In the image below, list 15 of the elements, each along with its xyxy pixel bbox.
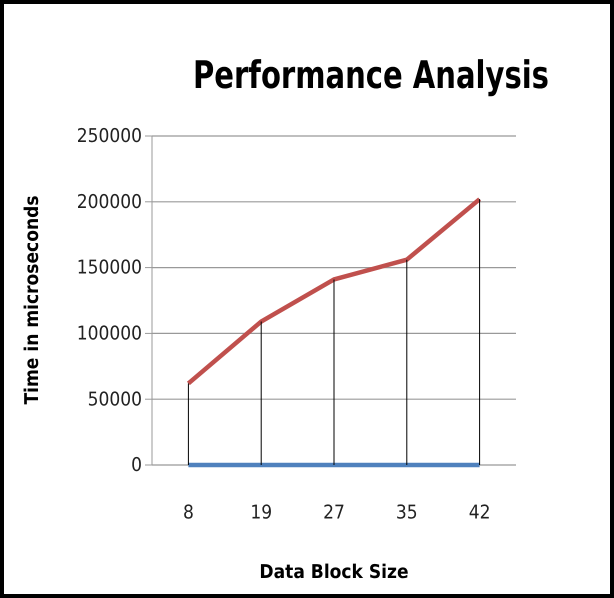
- y-tick-label: 100000: [76, 322, 142, 344]
- y-axis-title: Time in microseconds: [21, 195, 43, 405]
- y-tick-label: 150000: [76, 256, 142, 279]
- y-tick-label: 250000: [76, 125, 142, 148]
- x-tick-label: 42: [468, 501, 490, 524]
- line-series: [186, 196, 482, 386]
- x-tick-label: 27: [323, 501, 345, 524]
- x-tick-label: 8: [182, 501, 194, 524]
- x-tick-label: 35: [396, 501, 418, 524]
- y-tick-label: 200000: [76, 190, 142, 213]
- chart-title: Performance Analysis: [193, 54, 549, 98]
- y-tick-label: 0: [131, 454, 142, 476]
- y-tick-label: 50000: [88, 388, 142, 410]
- x-tick-label: 19: [250, 501, 272, 524]
- x-axis-title: Data Block Size: [259, 561, 409, 583]
